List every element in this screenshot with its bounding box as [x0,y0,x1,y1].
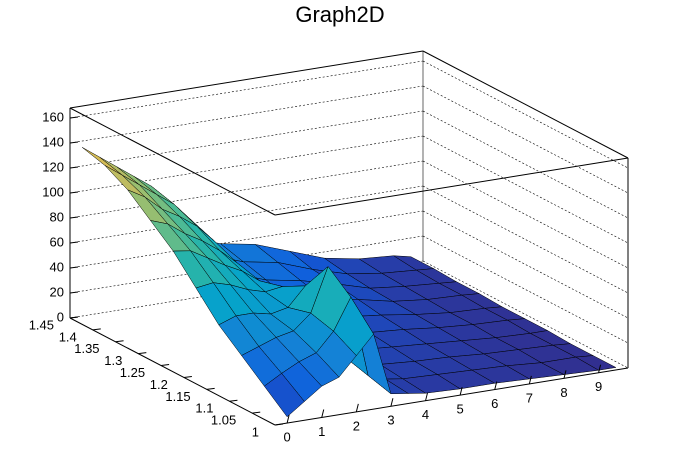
z-tick-label: 60 [50,234,64,249]
z-tick-label: 140 [42,134,64,149]
z-tick-label: 20 [50,284,64,299]
x-tick-label: 0 [283,429,290,444]
box-edge [422,50,629,159]
grid-line [69,60,424,119]
y-axis [69,317,276,426]
y-tick [229,399,238,402]
x-tick [459,386,463,396]
x-tick-label: 1 [318,424,325,439]
grid-line [69,135,424,194]
x-tick-label: 9 [595,379,602,394]
x-tick-label: 6 [491,396,498,411]
y-tick-label: 1.45 [29,317,54,332]
chart-title: Graph2D [295,2,384,27]
grid-line [422,235,629,344]
x-tick [390,398,394,407]
y-tick-label: 1 [252,424,259,439]
x-tick-label: 5 [457,402,464,417]
y-tick [92,328,101,331]
y-tick-label: 1.4 [59,329,77,344]
x-tick [321,409,325,418]
y-tick-label: 1.3 [104,353,122,368]
grid-line [422,110,629,219]
z-tick-label: 160 [42,109,64,124]
z-tick-label: 120 [42,159,64,174]
z-tick-label: 100 [42,184,64,199]
surface-cell [81,147,123,176]
y-tick [69,316,79,319]
x-axis [274,367,629,426]
z-tick [69,141,79,144]
z-tick-label: 0 [57,309,64,324]
x-tick-label: 4 [422,407,429,422]
x-tick [563,370,567,379]
grid-line [422,85,629,194]
x-tick-label: 2 [353,418,360,433]
x-tick-label: 3 [387,413,394,428]
grid-line [69,85,424,144]
grid-line [422,260,629,369]
x-tick [598,364,602,373]
z-tick [69,291,79,294]
grid-line [422,60,629,169]
y-tick [115,340,124,343]
x-tick [355,403,359,412]
y-tick [183,375,192,378]
z-tick-label: 40 [50,259,64,274]
y-tick-label: 1.35 [74,341,99,356]
box-edge [274,157,629,216]
y-tick-label: 1.15 [165,389,190,404]
grid-line [69,185,424,244]
x-tick-label: 8 [560,385,567,400]
grid-line [422,160,629,269]
z-tick-label: 80 [50,209,64,224]
box-edge [69,107,276,216]
x-tick-label: 7 [526,390,533,405]
grid-line [69,210,424,269]
grid-line [69,110,424,169]
y-tick [138,352,147,355]
y-tick [161,364,170,367]
y-tick-label: 1.2 [150,377,168,392]
surface-cell [264,373,305,418]
grid-line [422,185,629,294]
z-tick [69,241,79,244]
z-tick [69,266,79,269]
grid-line [69,160,424,219]
x-tick [494,381,498,390]
x-tick [286,414,290,424]
z-tick [69,116,79,119]
x-tick [528,375,532,385]
y-tick [274,423,284,426]
y-tick-label: 1.1 [195,401,213,416]
grid-line [422,210,629,319]
y-tick-label: 1.25 [120,365,145,380]
box-edge [69,50,424,109]
z-tick [69,216,79,219]
y-tick [206,387,215,390]
z-tick [69,166,79,169]
y-tick [252,411,261,414]
x-tick [425,392,429,401]
grid-line [422,135,629,244]
y-tick-label: 1.05 [211,413,236,428]
grid-line [69,235,424,294]
z-tick [69,191,79,194]
